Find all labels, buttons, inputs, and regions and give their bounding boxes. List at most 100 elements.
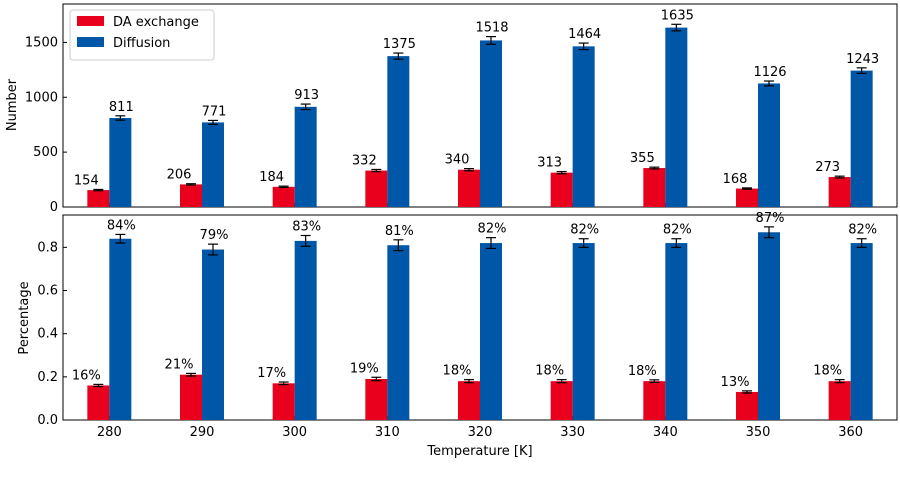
x-tick-label: 290 [190,425,215,440]
bar-da-exchange [550,381,573,420]
y-tick-label: 500 [33,145,58,160]
y-tick-label: 0.8 [37,240,58,255]
y-tick-label: 0 [50,200,58,215]
bar-da-exchange [272,383,295,420]
data-label: 13% [721,375,750,390]
y-tick-label: 0.4 [37,327,58,342]
data-label: 913 [294,88,319,103]
bar-da-exchange [828,381,851,420]
percentage-panel: 0.0 0.2 0.4 0.6 0.8 280 16% 84% 290 21% 79% 300 17% 8… [37,211,898,440]
data-label: 18% [628,364,657,379]
data-label: 340 [445,153,470,168]
data-label: 83% [292,220,321,235]
data-label: 1635 [661,8,694,23]
bar-diffusion [294,240,317,420]
data-label: 82% [663,223,692,238]
legend: DA exchange Diffusion [69,9,215,61]
x-axis-title: Temperature [K] [426,444,532,459]
bar-diffusion [665,27,688,208]
legend-label: Diffusion [113,36,170,51]
bar-da-exchange [272,186,295,207]
data-label: 184 [259,170,284,185]
data-label: 87% [756,211,785,226]
bar-da-exchange [87,190,110,207]
y-tick-label: 0.2 [37,370,58,385]
bar-da-exchange [828,177,851,207]
data-label: 1243 [846,52,879,67]
data-label: 82% [478,222,507,237]
data-label: 16% [72,368,101,383]
bar-diffusion [850,243,873,420]
bar-da-exchange [365,170,388,207]
legend-swatch [77,37,104,47]
data-label: 1518 [475,21,508,36]
bar-da-exchange [180,184,202,207]
bar-diffusion [850,70,873,207]
bar-da-exchange [736,391,758,420]
bar-diffusion [572,243,595,420]
bar-diffusion [572,46,595,207]
bar-diffusion [480,243,502,420]
bar-diffusion [758,83,780,207]
data-label: 1126 [753,65,786,80]
data-label: 19% [350,361,379,376]
x-tick-label: 360 [838,425,863,440]
data-label: 273 [815,160,840,175]
x-tick-label: 310 [375,425,400,440]
data-label: 811 [109,100,134,115]
data-label: 21% [165,357,194,372]
data-label: 1464 [568,27,601,42]
data-label: 18% [443,364,472,379]
y-tick-label: 1000 [25,90,58,105]
data-label: 18% [535,364,564,379]
x-tick-label: 340 [653,425,678,440]
data-label: 82% [848,223,877,238]
data-label: 154 [74,173,99,188]
x-tick-label: 330 [560,425,585,440]
y-tick-label: 1500 [25,35,58,50]
bar-diffusion [665,243,688,420]
x-tick-label: 350 [746,425,771,440]
bar-diffusion [202,249,224,420]
data-label: 81% [385,224,414,239]
bar-diffusion [109,238,132,420]
data-label: 79% [200,228,229,243]
x-tick-label: 280 [97,425,122,440]
bar-diffusion [202,122,224,207]
data-label: 168 [723,172,748,187]
bar-diffusion [109,118,132,207]
data-label: 771 [202,104,227,119]
data-label: 18% [813,364,842,379]
bar-diffusion [387,56,410,208]
data-label: 1375 [383,37,416,52]
bar-da-exchange [458,381,480,420]
data-label: 313 [537,156,562,171]
bar-diffusion [480,40,502,208]
bar-da-exchange [365,379,388,420]
bar-da-exchange [643,168,666,207]
y-axis-title-percentage: Percentage [17,281,32,354]
y-axis-title-number: Number [5,78,20,131]
bar-da-exchange [458,169,480,207]
number-panel: 0 500 1000 1500 154 811 206 771 184 913 332 1375 340… [25,3,898,215]
bar-da-exchange [550,172,573,207]
data-label: 84% [107,218,136,233]
legend-box [69,9,215,61]
bar-diffusion [294,106,317,207]
data-label: 82% [570,223,599,238]
bar-da-exchange [736,188,758,207]
data-label: 332 [352,153,377,168]
legend-label: DA exchange [113,15,199,30]
bar-da-exchange [643,381,666,420]
bar-diffusion [387,245,410,420]
data-label: 17% [257,366,286,381]
x-tick-label: 320 [468,425,493,440]
data-label: 355 [630,151,655,166]
legend-swatch [77,16,104,26]
bar-da-exchange [180,374,202,420]
y-tick-label: 0.6 [37,284,58,299]
x-tick-label: 300 [282,425,307,440]
bar-diffusion [758,232,780,420]
data-label: 206 [167,168,192,183]
